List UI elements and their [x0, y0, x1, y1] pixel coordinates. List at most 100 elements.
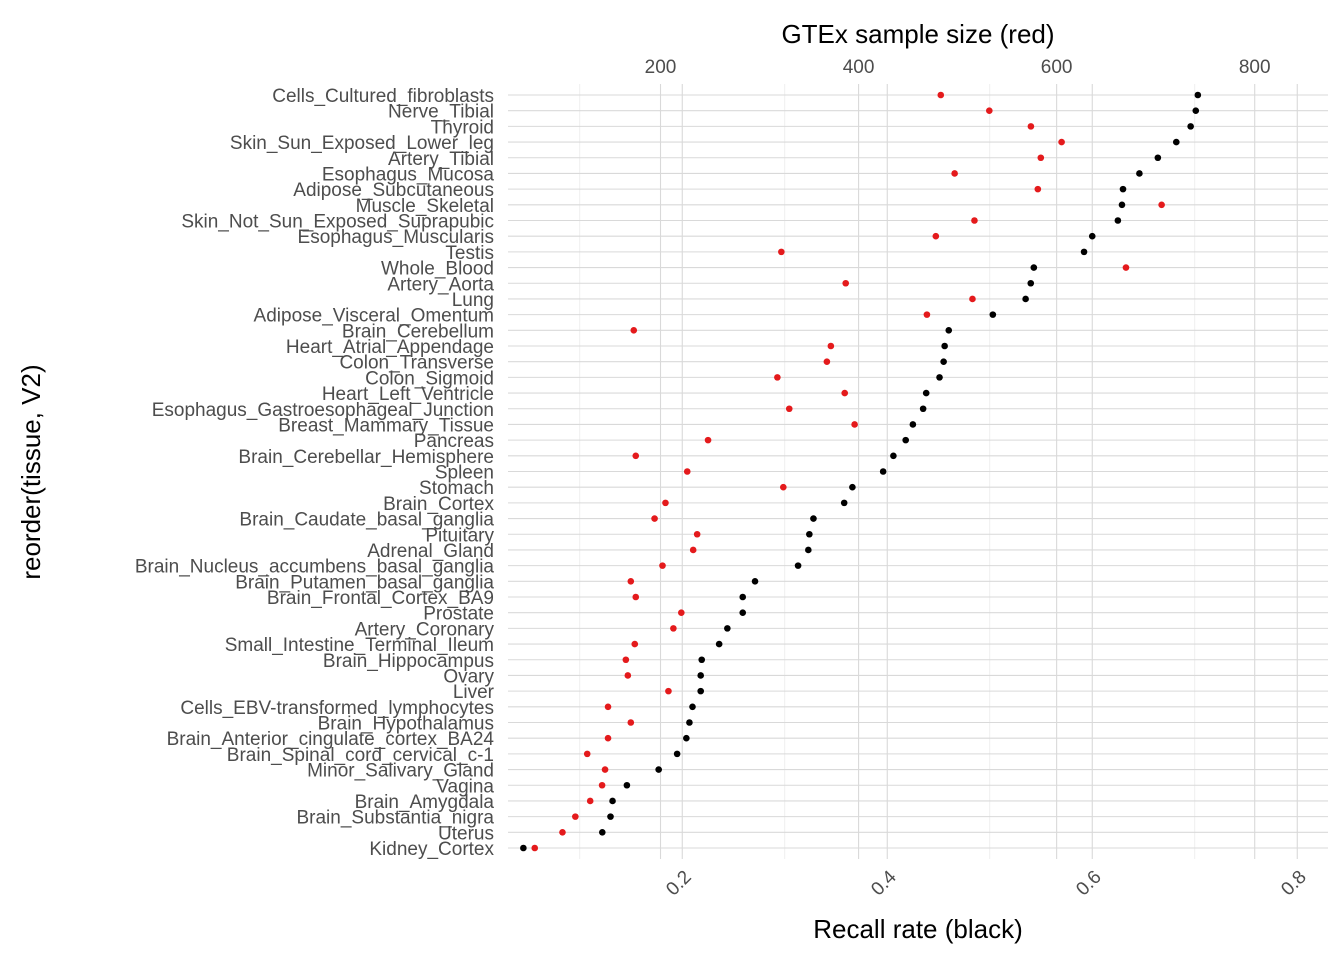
recall-point	[655, 766, 662, 773]
sample-size-point	[1027, 123, 1035, 130]
x-axis-tick-labels: 0.2 0.4 0.6 0.8	[662, 866, 1311, 900]
sample-size-point	[627, 578, 635, 585]
recall-point	[1187, 123, 1194, 130]
y-tick-label: Esophagus_Gastroesophageal_Junction	[152, 400, 494, 421]
recall-point	[686, 719, 693, 726]
x2-axis-title: GTEx sample size (red)	[781, 19, 1054, 49]
sample-size-point	[631, 640, 639, 648]
y-axis-title: reorder(tissue, V2)	[16, 364, 46, 579]
sample-size-point	[665, 687, 672, 695]
sample-size-point	[923, 311, 931, 318]
recall-point	[724, 625, 731, 632]
x-axis-title: Recall rate (black)	[813, 914, 1023, 944]
y-tick-label: Brain_Amygdala	[355, 792, 495, 813]
sample-size-point	[670, 625, 677, 632]
sample-size-point	[1058, 138, 1065, 146]
sample-size-point	[1037, 154, 1045, 162]
recall-point	[1118, 201, 1126, 209]
recall-point	[922, 389, 930, 397]
x2-tick-label: 200	[645, 57, 677, 78]
recall-point	[683, 734, 690, 742]
recall-point	[806, 530, 813, 538]
recall-point	[607, 813, 614, 820]
y-tick-label: Pancreas	[414, 431, 494, 452]
sample-size-point	[774, 374, 781, 381]
sample-size-points	[531, 91, 1165, 852]
y-tick-label: Brain_Putamen_basal_ganglia	[235, 572, 494, 593]
sample-size-point	[598, 781, 606, 789]
y-tick-label: Prostate	[423, 604, 494, 625]
x2-axis-tick-labels: 200 400 600 800	[645, 57, 1271, 78]
sample-size-point	[693, 530, 701, 538]
y-tick-label: Skin_Not_Sun_Exposed_Suprapubic	[181, 212, 494, 233]
recall-point	[936, 374, 943, 381]
recall-point	[1194, 91, 1202, 99]
y-tick-label: Vagina	[436, 776, 494, 797]
sample-size-point	[704, 436, 712, 444]
recall-point	[1119, 185, 1127, 193]
sample-size-point	[583, 750, 591, 758]
recall-point	[840, 499, 848, 507]
sample-size-point	[827, 342, 835, 350]
sample-size-point	[531, 844, 539, 852]
recall-point	[609, 797, 616, 805]
y-tick-label: Breast_Mammary_Tissue	[278, 415, 494, 436]
recall-point	[940, 358, 947, 365]
y-tick-label: Brain_Cortex	[383, 494, 494, 515]
y-tick-label: Liver	[453, 682, 495, 703]
y-tick-label: Testis	[445, 243, 494, 264]
recall-points	[520, 91, 1202, 852]
sample-size-point	[630, 327, 638, 334]
y-tick-label: Brain_Anterior_cingulate_cortex_BA24	[167, 729, 495, 750]
recall-point	[697, 687, 704, 695]
sample-size-point	[632, 593, 640, 601]
sample-size-point	[604, 703, 612, 711]
x2-tick-label: 600	[1041, 57, 1073, 78]
sample-size-point	[986, 107, 993, 114]
recall-point	[1080, 248, 1088, 256]
y-tick-label: Heart_Atrial_Appendage	[286, 337, 494, 358]
recall-point	[1136, 170, 1143, 177]
y-tick-label: Brain_Frontal_Cortex_BA9	[267, 588, 494, 609]
y-tick-label: Colon_Sigmoid	[365, 368, 494, 389]
recall-point	[1022, 295, 1029, 303]
y-tick-label: Colon_Transverse	[339, 353, 494, 374]
y-tick-label: Adipose_Visceral_Omentum	[254, 306, 494, 327]
recall-point	[941, 342, 948, 350]
recall-point	[599, 829, 606, 836]
sample-size-point	[659, 562, 666, 569]
recall-point	[1114, 217, 1122, 224]
y-tick-label: Pituitary	[425, 525, 494, 546]
recall-point	[1173, 138, 1180, 146]
y-tick-label: Cells_Cultured_fibroblasts	[272, 86, 494, 107]
recall-point	[945, 327, 953, 334]
recall-point	[1030, 264, 1038, 271]
x2-tick-label: 400	[843, 57, 875, 78]
recall-point	[902, 436, 909, 444]
y-tick-label: Kidney_Cortex	[369, 839, 494, 860]
y-tick-label: Artery_Tibial	[388, 149, 494, 170]
sample-size-point	[1034, 185, 1042, 193]
sample-size-point	[604, 734, 612, 742]
sample-size-point	[851, 421, 858, 428]
recall-point	[623, 781, 631, 789]
sample-size-point	[932, 232, 940, 240]
recall-point	[989, 311, 997, 318]
y-tick-label: Stomach	[419, 478, 494, 499]
sample-size-point	[678, 609, 685, 616]
sample-size-point	[842, 279, 850, 287]
y-tick-label: Brain_Hippocampus	[323, 651, 494, 672]
sample-size-point	[1122, 264, 1130, 271]
x-tick-label: 0.2	[662, 867, 696, 901]
y-tick-label: Brain_Caudate_basal_ganglia	[239, 510, 494, 531]
y-tick-label: Adrenal_Gland	[367, 541, 494, 562]
sample-size-point	[937, 91, 945, 99]
sample-size-point	[624, 672, 632, 679]
sample-size-point	[951, 170, 958, 177]
sample-size-point	[651, 515, 658, 522]
sample-size-point	[662, 499, 669, 507]
y-tick-label: Esophagus_Mucosa	[322, 164, 495, 185]
y-tick-label: Small_Intestine_Terminal_Ileum	[225, 635, 494, 656]
recall-point	[739, 609, 747, 616]
